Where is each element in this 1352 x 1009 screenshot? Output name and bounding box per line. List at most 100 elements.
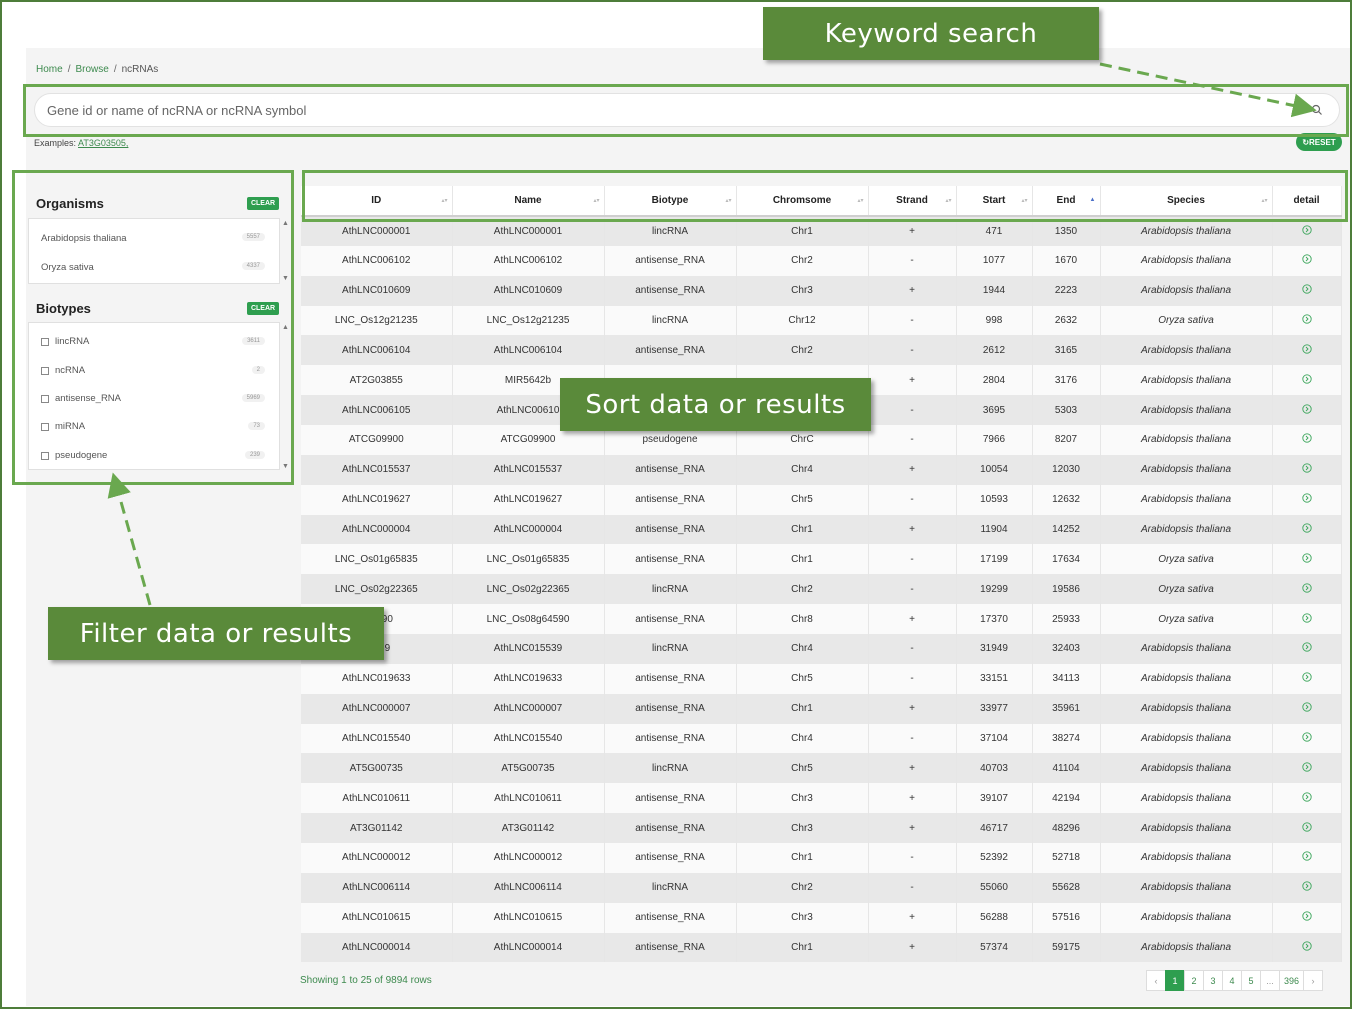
chevron-circle-right-icon[interactable] <box>1301 553 1312 563</box>
reset-button[interactable]: ↻RESET <box>1296 133 1342 151</box>
chevron-circle-right-icon[interactable] <box>1301 314 1312 324</box>
sort-icon[interactable]: ▴▾ <box>441 198 448 204</box>
breadcrumb-browse[interactable]: Browse <box>75 64 109 75</box>
sort-icon[interactable]: ▴▾ <box>1021 198 1028 204</box>
chevron-circle-right-icon[interactable] <box>1301 403 1312 414</box>
cell-strand: - <box>868 484 957 515</box>
table-row: AthLNC010611 AthLNC010611 antisense_RNA Chr… <box>301 783 1342 814</box>
search-input[interactable] <box>47 94 1297 126</box>
chevron-circle-right-icon[interactable] <box>1301 821 1312 832</box>
cell-name: AthLNC015540 <box>452 723 605 754</box>
cell-strand: + <box>868 902 957 933</box>
organism-item-oryza[interactable]: Oryza sativa <box>41 262 94 273</box>
sort-callout: Sort data or results <box>560 378 871 431</box>
cell-id: LNC_Os02g22365 <box>301 574 453 605</box>
cell-species: Arabidopsis thaliana <box>1100 275 1273 306</box>
cell-name: AthLNC000001 <box>452 216 605 246</box>
cell-biotype: antisense_RNA <box>604 663 737 694</box>
chevron-circle-right-icon[interactable] <box>1301 225 1312 235</box>
checkbox[interactable] <box>41 366 49 375</box>
cell-id: AthLNC000012 <box>301 843 453 873</box>
cell-chromsome: Chr5 <box>736 663 869 694</box>
cell-id: LNC_Os01g65835 <box>301 544 453 575</box>
chevron-circle-right-icon[interactable] <box>1301 523 1312 533</box>
cell-detail <box>1272 454 1342 485</box>
chevron-circle-right-icon[interactable] <box>1301 881 1312 891</box>
page-button-2[interactable]: 2 <box>1184 970 1204 991</box>
biotype-item-mirna[interactable]: miRNA <box>41 421 85 432</box>
column-header-biotype[interactable]: Biotype ▴▾ <box>604 186 737 217</box>
chevron-circle-right-icon[interactable] <box>1301 911 1312 921</box>
cell-species: Arabidopsis thaliana <box>1100 365 1273 396</box>
chevron-circle-right-icon[interactable] <box>1301 702 1312 712</box>
sort-icon[interactable]: ▴▾ <box>725 198 732 204</box>
biotype-item-antisense-rna[interactable]: antisense_RNA <box>41 393 121 404</box>
chevron-circle-right-icon[interactable] <box>1301 433 1312 444</box>
column-header-chromsome[interactable]: Chromsome ▴▾ <box>736 186 869 217</box>
column-header-detail[interactable]: detail <box>1272 186 1342 217</box>
page-button-1[interactable]: 1 <box>1165 970 1185 991</box>
example-link[interactable]: AT3G03505, <box>78 138 129 148</box>
scroll-up-icon[interactable]: ▲ <box>282 324 289 331</box>
scroll-down-icon[interactable]: ▼ <box>282 275 289 282</box>
cell-end: 1670 <box>1032 245 1101 276</box>
cell-detail <box>1272 514 1342 545</box>
chevron-circle-right-icon[interactable] <box>1301 583 1312 593</box>
biotype-item-pseudogene[interactable]: pseudogene <box>41 450 107 461</box>
organism-item-arabidopsis[interactable]: Arabidopsis thaliana <box>41 233 127 244</box>
column-header-strand[interactable]: Strand ▴▾ <box>868 186 957 217</box>
next-page-button[interactable]: › <box>1303 970 1324 991</box>
cell-detail <box>1272 216 1342 246</box>
chevron-circle-right-icon[interactable] <box>1301 732 1312 742</box>
checkbox[interactable] <box>41 422 49 431</box>
biotypes-clear-button[interactable]: CLEAR <box>247 302 279 315</box>
column-header-id[interactable]: ID ▴▾ <box>301 186 453 217</box>
cell-chromsome: Chr8 <box>736 604 869 635</box>
cell-name: AthLNC006114 <box>452 872 605 903</box>
column-header-start[interactable]: Start ▴▾ <box>956 186 1033 217</box>
scroll-up-icon[interactable]: ▲ <box>282 220 289 227</box>
chevron-circle-right-icon[interactable] <box>1301 851 1312 862</box>
cell-biotype: antisense_RNA <box>604 604 737 635</box>
sort-icon[interactable]: ▴▾ <box>945 198 952 204</box>
chevron-circle-right-icon[interactable] <box>1301 463 1312 473</box>
prev-page-button[interactable]: ‹ <box>1146 970 1166 991</box>
organisms-clear-button[interactable]: CLEAR <box>247 197 279 210</box>
chevron-circle-right-icon[interactable] <box>1301 672 1312 682</box>
table-row: AthLNC000007 AthLNC000007 antisense_RNA Chr… <box>301 693 1342 724</box>
sort-icon[interactable]: ▴▾ <box>1261 198 1268 204</box>
breadcrumb-home[interactable]: Home <box>36 64 63 75</box>
page-button-3[interactable]: 3 <box>1203 970 1223 991</box>
sort-icon[interactable]: ▴▾ <box>593 198 600 204</box>
chevron-circle-right-icon[interactable] <box>1301 284 1312 294</box>
chevron-circle-right-icon[interactable] <box>1301 612 1312 623</box>
checkbox[interactable] <box>41 394 49 403</box>
chevron-circle-right-icon[interactable] <box>1301 374 1312 384</box>
sort-icon[interactable]: ▲ <box>1089 197 1096 203</box>
biotype-item-lincrna[interactable]: lincRNA <box>41 336 89 347</box>
chevron-circle-right-icon[interactable] <box>1301 792 1312 802</box>
biotype-item-ncrna[interactable]: ncRNA <box>41 365 85 376</box>
chevron-circle-right-icon[interactable] <box>1301 642 1312 653</box>
cell-biotype: antisense_RNA <box>604 932 737 963</box>
search-icon[interactable] <box>1311 104 1323 116</box>
page-button-396[interactable]: 396 <box>1279 970 1305 991</box>
column-header-species[interactable]: Species ▴▾ <box>1100 186 1273 217</box>
page-button-5[interactable]: 5 <box>1241 970 1261 991</box>
chevron-circle-right-icon[interactable] <box>1301 254 1312 264</box>
checkbox[interactable] <box>41 337 49 346</box>
cell-start: 40703 <box>956 753 1033 784</box>
cell-biotype: lincRNA <box>604 753 737 784</box>
sort-icon[interactable]: ▴▾ <box>857 198 864 204</box>
chevron-circle-right-icon[interactable] <box>1301 344 1312 354</box>
scroll-down-icon[interactable]: ▼ <box>282 463 289 470</box>
chevron-circle-right-icon[interactable] <box>1301 941 1312 951</box>
page-button-4[interactable]: 4 <box>1222 970 1242 991</box>
checkbox[interactable] <box>41 451 49 460</box>
column-header-end[interactable]: End ▲ <box>1032 186 1101 217</box>
cell-name: AthLNC000014 <box>452 932 605 963</box>
chevron-circle-right-icon[interactable] <box>1301 762 1312 772</box>
cell-end: 52718 <box>1032 843 1101 873</box>
column-header-name[interactable]: Name ▴▾ <box>452 186 605 217</box>
chevron-circle-right-icon[interactable] <box>1301 493 1312 503</box>
